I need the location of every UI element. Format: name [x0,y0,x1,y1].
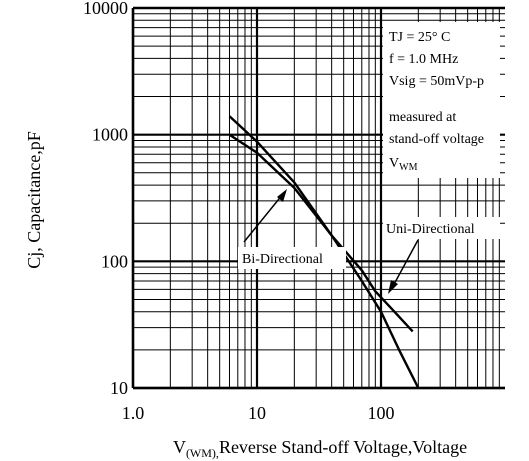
x-axis-label-rest: Reverse Stand-off Voltage,Voltage [219,437,467,457]
bi-directional-label-background [238,247,346,269]
uni-directional-series-line [228,133,414,333]
condition-frequency: f = 1.0 MHz [389,52,458,67]
condition-tj: TJ = 25° C [389,30,450,45]
condition-measured-line-1: measured at [389,110,456,125]
uni-directional-callout: Uni-Directional [383,217,500,294]
y-tick-labels: 10 100 1000 10000 [83,0,128,398]
y-tick-label: 10 [110,378,128,398]
x-axis-label-sub: (WM), [186,446,219,460]
uni-directional-label-background [383,217,500,239]
plot-frame [131,6,505,390]
x-tick-labels: 1.0 10 100 [122,403,395,423]
bi-directional-arrowhead [277,189,287,202]
y-axis-label: Cj, Capacitance,pF [24,131,44,268]
bi-directional-label: Bi-Directional [242,252,323,267]
y-tick-label: 10000 [83,0,128,18]
condition-vwm-main: V [389,156,399,171]
uni-directional-arrowhead [388,280,398,294]
uni-directional-arrow [391,239,419,289]
y-tick-label: 1000 [92,125,128,145]
condition-measured-line-2: stand-off voltage [389,132,484,147]
uni-directional-label: Uni-Directional [386,222,475,237]
conditions-box: TJ = 25° C f = 1.0 MHz Vsig = 50mVp-p me… [383,22,500,178]
x-axis-label-main: V [173,437,186,457]
series-lines [228,115,420,389]
bi-directional-callout: Bi-Directional [238,189,346,269]
condition-vsig: Vsig = 50mVp-p [389,74,484,89]
y-tick-label: 100 [101,251,128,271]
conditions-box-background [383,22,500,178]
x-tick-label: 1.0 [122,403,145,423]
bi-directional-series-line [228,115,420,389]
bi-directional-arrow [243,193,284,243]
x-tick-label: 100 [368,403,395,423]
x-tick-label: 10 [248,403,266,423]
x-axis-label: V(WM),Reverse Stand-off Voltage,Voltage [173,437,467,460]
condition-vwm: VWM [389,156,418,173]
condition-vwm-sub: WM [399,162,417,173]
